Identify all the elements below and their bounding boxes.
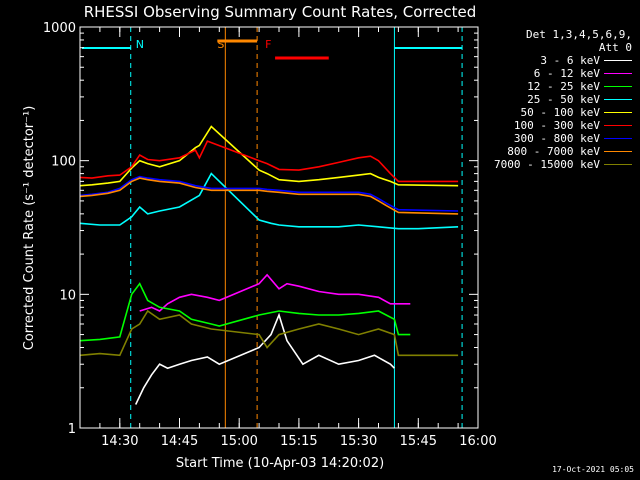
series-line-0	[134, 312, 395, 405]
legend-entry: 7000 - 15000 keV	[480, 158, 636, 171]
legend-label: 7000 - 15000 keV	[494, 158, 600, 171]
series-line-6	[79, 175, 459, 212]
legend-entry: 800 - 7000 keV	[480, 145, 636, 158]
legend-entry: 6 - 12 keV	[480, 67, 636, 80]
legend-label: 12 - 25 keV	[527, 80, 600, 93]
series-line-3	[79, 172, 459, 230]
legend-swatch	[604, 86, 632, 87]
x-tick-label: 14:30	[101, 434, 138, 449]
legend-entry: 3 - 6 keV	[480, 54, 636, 67]
x-tick-label: 15:00	[220, 434, 257, 449]
legend-detectors: Det 1,3,4,5,6,9,	[526, 28, 632, 41]
legend-swatch	[604, 99, 632, 100]
annotation-label: F	[265, 38, 271, 51]
y-tick-label: 10	[59, 288, 76, 303]
legend-entry: 300 - 800 keV	[480, 132, 636, 145]
x-tick-label: 14:45	[161, 434, 198, 449]
axes-layer: 1 10 100 1000 14:30 14:45 15:00 15:15 15:30 15:45…	[43, 21, 497, 449]
legend-label: 25 - 50 keV	[527, 93, 600, 106]
x-axis-label: Start Time (10-Apr-03 14:20:02)	[176, 456, 384, 471]
legend-attenuator: Att 0	[598, 41, 632, 54]
series-line-4	[79, 125, 459, 187]
annotation-label: N	[136, 38, 144, 51]
y-axis-label: Corrected Count Rate (s⁻¹ detector⁻¹)	[22, 106, 37, 351]
series-line-2	[79, 282, 411, 342]
legend-swatch	[604, 138, 632, 139]
plot-frame	[79, 26, 479, 429]
y-tick-label: 100	[51, 155, 76, 170]
timestamp: 17-Oct-2021 05:05	[552, 465, 634, 474]
legend-entry: 12 - 25 keV	[480, 80, 636, 93]
series-line-5	[79, 140, 459, 183]
series-layer	[79, 125, 459, 405]
legend-swatch	[604, 73, 632, 74]
legend-label: 100 - 300 keV	[513, 119, 600, 132]
legend: Det 1,3,4,5,6,9, Att 0 3 - 6 keV 6 - 12 k…	[480, 28, 636, 171]
annotation-label: S	[217, 38, 224, 51]
legend-entries: 3 - 6 keV 6 - 12 keV 12 - 25 keV 25 - 50 ke…	[480, 54, 636, 171]
x-tick-label: 15:30	[340, 434, 377, 449]
legend-label: 6 - 12 keV	[533, 67, 600, 80]
series-line-7	[79, 177, 459, 215]
legend-swatch	[604, 151, 632, 152]
legend-swatch	[604, 112, 632, 113]
series-line-8	[79, 309, 459, 357]
y-tick-label: 1000	[43, 21, 76, 36]
x-tick-label: 15:45	[400, 434, 437, 449]
legend-label: 3 - 6 keV	[540, 54, 600, 67]
legend-entry: 100 - 300 keV	[480, 119, 636, 132]
legend-entry: 25 - 50 keV	[480, 93, 636, 106]
legend-swatch	[604, 125, 632, 126]
x-tick-label: 16:00	[459, 434, 496, 449]
legend-label: 300 - 800 keV	[513, 132, 600, 145]
legend-entry: 50 - 100 keV	[480, 106, 636, 119]
series-line-1	[139, 273, 411, 312]
chart-title: RHESSI Observing Summary Count Rates, Co…	[84, 3, 477, 21]
legend-swatch	[604, 60, 632, 61]
x-tick-label: 15:15	[280, 434, 317, 449]
legend-label: 50 - 100 keV	[520, 106, 600, 119]
legend-swatch	[604, 164, 632, 165]
y-tick-label: 1	[68, 422, 76, 437]
legend-label: 800 - 7000 keV	[507, 145, 600, 158]
